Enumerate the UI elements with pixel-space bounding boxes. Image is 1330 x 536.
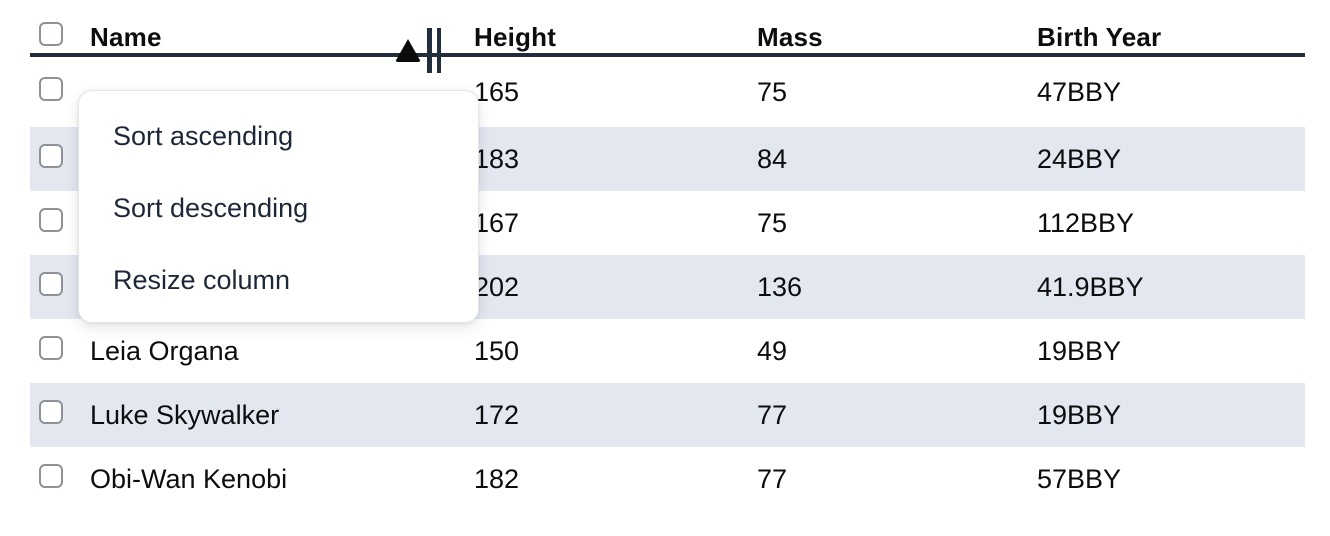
cell-mass: 136 [757, 271, 803, 302]
row-checkbox[interactable] [39, 76, 63, 101]
menu-item-resize-column[interactable]: Resize column [113, 264, 291, 295]
row-checkbox[interactable] [39, 463, 63, 488]
select-all-checkbox[interactable] [39, 22, 63, 46]
menu-item-sort-ascending[interactable]: Sort ascending [113, 120, 294, 151]
menu-item-sort-descending[interactable]: Sort descending [113, 192, 309, 223]
cell-height: 167 [474, 207, 520, 238]
cell-birth-year: 19BBY [1037, 335, 1122, 366]
cell-mass: 49 [757, 335, 788, 366]
table-row[interactable]: Luke Skywalker 172 77 19BBY [30, 383, 1305, 447]
row-checkbox[interactable] [39, 207, 63, 232]
cell-name: Leia Organa [90, 335, 239, 366]
table-row[interactable]: Obi-Wan Kenobi 182 77 57BBY [30, 447, 1305, 507]
cell-height: 165 [474, 76, 520, 107]
column-resize-handle-icon[interactable] [427, 28, 441, 73]
column-header-name-label: Name [90, 22, 162, 52]
column-context-menu: Sort ascending Sort descending Resize co… [78, 90, 479, 323]
table-row[interactable]: 165 75 47BBY [30, 57, 1305, 127]
column-header-birth-year[interactable]: Birth Year [1037, 22, 1305, 53]
cell-name: Obi-Wan Kenobi [90, 463, 288, 494]
cell-name: Luke Skywalker [90, 399, 280, 430]
cell-birth-year: 112BBY [1037, 207, 1135, 238]
cell-height: 150 [474, 335, 520, 366]
table-row[interactable]: Leia Organa 150 49 19BBY [30, 319, 1305, 383]
cell-height: 172 [474, 399, 520, 430]
table-row[interactable]: 167 75 112BBY [30, 191, 1305, 255]
cell-mass: 84 [757, 143, 788, 174]
cell-birth-year: 24BBY [1037, 143, 1122, 174]
column-header-mass[interactable]: Mass [757, 22, 1037, 53]
column-header-birth-year-label: Birth Year [1037, 22, 1162, 52]
cell-mass: 77 [757, 463, 788, 494]
cell-height: 202 [474, 271, 520, 302]
column-header-height-label: Height [474, 22, 557, 52]
cell-mass: 77 [757, 399, 788, 430]
cell-height: 183 [474, 143, 520, 174]
select-all-cell [30, 22, 90, 53]
cell-birth-year: 47BBY [1037, 76, 1122, 107]
cell-height: 182 [474, 463, 520, 494]
column-header-name[interactable]: Name [90, 22, 474, 53]
cell-mass: 75 [757, 76, 788, 107]
row-checkbox[interactable] [39, 143, 63, 168]
row-checkbox[interactable] [39, 271, 63, 296]
cell-birth-year: 41.9BBY [1037, 271, 1144, 302]
header-row: Name Height Mass Birth Year [30, 0, 1305, 73]
cell-mass: 75 [757, 207, 788, 238]
column-header-height[interactable]: Height [474, 22, 757, 53]
cell-birth-year: 57BBY [1037, 463, 1122, 494]
cell-birth-year: 19BBY [1037, 399, 1122, 430]
row-checkbox[interactable] [39, 399, 63, 424]
column-header-mass-label: Mass [757, 22, 823, 52]
sort-ascending-icon [395, 39, 421, 62]
row-checkbox[interactable] [39, 335, 63, 360]
